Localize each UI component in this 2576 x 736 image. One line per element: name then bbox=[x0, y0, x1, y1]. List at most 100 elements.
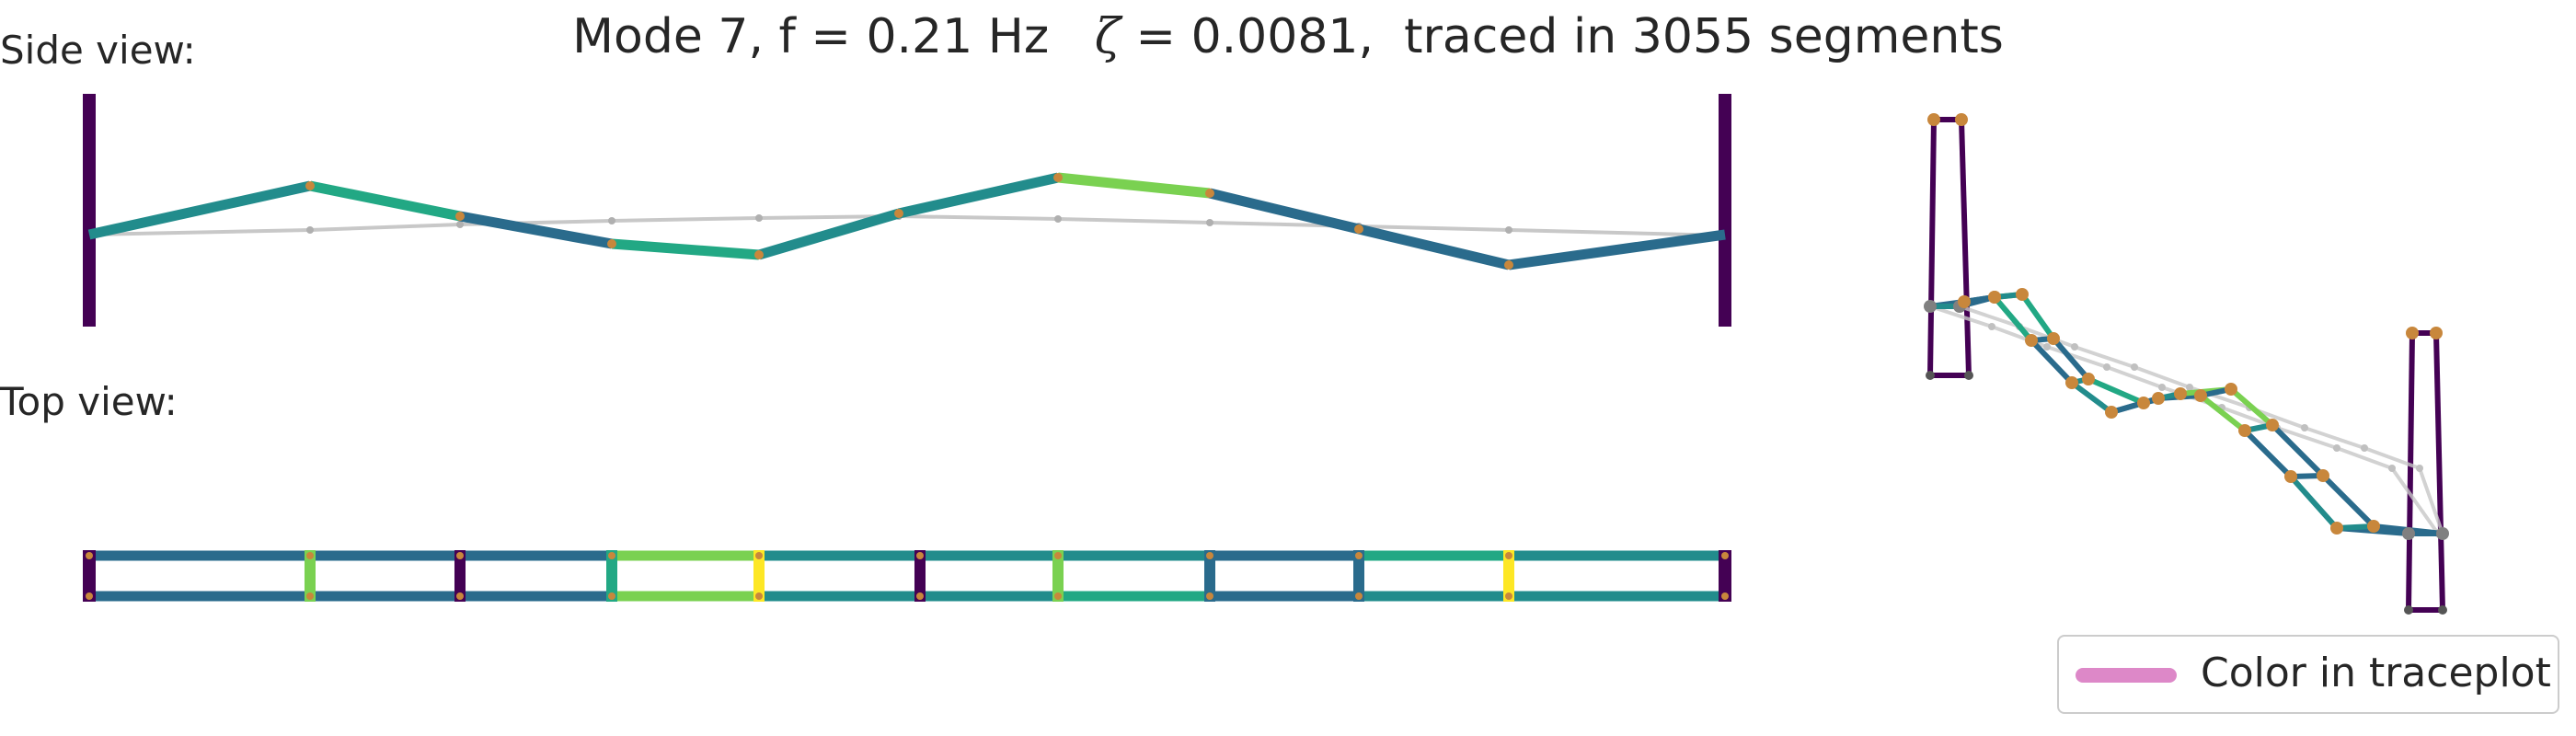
iso-deck-node bbox=[1958, 295, 1971, 308]
top-deck-node bbox=[1505, 592, 1512, 600]
iso-deck-node bbox=[2137, 397, 2150, 409]
iso-undeformed-node bbox=[1988, 323, 1995, 330]
iso-deck-node bbox=[2436, 527, 2449, 540]
side-undeformed-node bbox=[1206, 219, 1213, 226]
iso-tower-base-node bbox=[1926, 371, 1935, 380]
iso-undeformed-segment bbox=[2046, 345, 2108, 369]
iso-tower-base-node bbox=[2404, 605, 2413, 615]
iso-undeformed-segment bbox=[2276, 426, 2338, 450]
iso-deck-segment bbox=[2229, 386, 2274, 428]
iso-tower-base-node bbox=[2438, 605, 2447, 615]
legend: Color in traceplot bbox=[2057, 635, 2559, 714]
side-undeformed-node bbox=[306, 226, 314, 234]
legend-label: Color in traceplot bbox=[2201, 650, 2551, 696]
iso-deck-node bbox=[2317, 469, 2329, 482]
side-view-label: Side view: bbox=[0, 28, 196, 73]
title-mode-frequency: Mode 7, f = 0.21 Hz bbox=[572, 9, 1095, 64]
iso-undeformed-node bbox=[2131, 363, 2138, 371]
iso-deck-node bbox=[2174, 387, 2187, 400]
iso-deck-segment bbox=[2029, 338, 2075, 385]
iso-undeformed-segment bbox=[2074, 345, 2135, 369]
side-deck-segment bbox=[87, 180, 312, 240]
title-damping-segments: = 0.0081, traced in 3055 segments bbox=[1120, 9, 2004, 64]
top-deck-node bbox=[86, 552, 93, 559]
iso-undeformed-node bbox=[2333, 444, 2340, 452]
iso-deck-segment bbox=[2070, 380, 2113, 415]
side-undeformed-segment bbox=[1057, 217, 1211, 224]
iso-tower-base-node bbox=[1964, 371, 1973, 380]
top-deck-node bbox=[1054, 592, 1062, 600]
top-deck-node bbox=[306, 592, 314, 600]
top-deck-node bbox=[1355, 592, 1363, 600]
top-deck-node bbox=[608, 552, 615, 559]
iso-deck-node bbox=[2082, 373, 2095, 385]
iso-undeformed-node bbox=[2043, 343, 2051, 351]
iso-undeformed-segment bbox=[2363, 446, 2421, 470]
side-deck-segment bbox=[611, 238, 760, 260]
iso-deck-node bbox=[2402, 527, 2415, 540]
top-deck-node bbox=[608, 592, 615, 600]
iso-undeformed-node bbox=[2388, 465, 2396, 472]
side-deck-segment bbox=[1508, 229, 1726, 270]
side-deck-node bbox=[607, 239, 616, 248]
side-undeformed-node bbox=[608, 217, 615, 224]
iso-deck-node bbox=[2105, 406, 2118, 419]
iso-undeformed-node bbox=[2071, 343, 2078, 351]
iso-deck-segment bbox=[2242, 428, 2294, 479]
side-deck-segment bbox=[897, 172, 1060, 219]
iso-undeformed-segment bbox=[2418, 467, 2444, 535]
iso-deck-segment bbox=[1992, 295, 2034, 342]
iso-deck-segment bbox=[2270, 422, 2326, 478]
iso-undeformed-segment bbox=[2390, 466, 2440, 535]
iso-deck-node bbox=[2284, 470, 2297, 483]
iso-undeformed-node bbox=[2186, 384, 2193, 391]
side-undeformed-node bbox=[1054, 215, 1062, 223]
side-undeformed-segment bbox=[309, 223, 461, 232]
iso-deck-node bbox=[2367, 520, 2380, 533]
side-deck-node bbox=[894, 209, 903, 218]
side-deck-node bbox=[1053, 173, 1063, 182]
iso-undeformed-segment bbox=[1929, 305, 1993, 328]
top-deck-node bbox=[1206, 552, 1213, 559]
iso-undeformed-segment bbox=[2106, 365, 2163, 389]
iso-left-tower-leg bbox=[1927, 119, 1937, 376]
iso-undeformed-segment bbox=[2336, 446, 2393, 470]
iso-deck-node bbox=[2194, 389, 2207, 402]
iso-deck-node bbox=[2025, 334, 2038, 347]
iso-deck-node bbox=[2266, 419, 2279, 431]
top-deck-node bbox=[916, 552, 924, 559]
top-deck-node bbox=[755, 552, 763, 559]
side-deck-node bbox=[754, 250, 764, 259]
top-deck-node bbox=[1206, 592, 1213, 600]
iso-tower-top-node bbox=[1927, 113, 1940, 126]
top-deck-node bbox=[456, 552, 464, 559]
top-deck-node bbox=[1355, 552, 1363, 559]
side-deck-segment bbox=[1208, 188, 1361, 235]
side-deck-node bbox=[1205, 189, 1214, 198]
iso-undeformed-node bbox=[2103, 363, 2110, 371]
iso-undeformed-segment bbox=[2304, 426, 2365, 450]
top-deck-node bbox=[86, 592, 93, 600]
top-deck-node bbox=[456, 592, 464, 600]
side-deck-segment bbox=[1057, 172, 1211, 199]
iso-deck-node bbox=[2016, 288, 2029, 301]
iso-undeformed-segment bbox=[1959, 305, 2020, 328]
side-deck-node bbox=[455, 212, 465, 221]
iso-tower-top-node bbox=[2406, 327, 2419, 339]
iso-deck-node bbox=[1988, 291, 2001, 304]
top-deck-node bbox=[916, 592, 924, 600]
side-deck-segment bbox=[757, 208, 901, 260]
iso-deck-node bbox=[1924, 300, 1937, 313]
iso-deck-node bbox=[2330, 522, 2343, 535]
iso-undeformed-segment bbox=[2133, 365, 2191, 389]
top-deck-node bbox=[1505, 552, 1512, 559]
top-view-label: Top view: bbox=[0, 379, 178, 424]
side-deck-node bbox=[1504, 260, 1513, 270]
iso-undeformed-node bbox=[2416, 465, 2423, 472]
side-deck-segment bbox=[459, 211, 613, 249]
iso-deck-segment bbox=[2087, 376, 2145, 406]
side-deck-node bbox=[1354, 224, 1363, 234]
side-undeformed-segment bbox=[611, 216, 760, 223]
iso-deck-segment bbox=[2199, 393, 2247, 433]
iso-deck-node bbox=[2047, 332, 2060, 345]
